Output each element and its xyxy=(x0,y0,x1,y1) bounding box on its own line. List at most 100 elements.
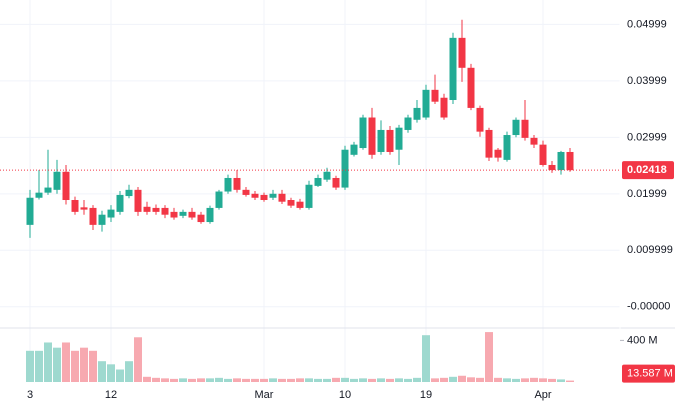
volume-bar xyxy=(422,335,430,382)
candle-body xyxy=(233,177,241,190)
volume-bar xyxy=(260,378,268,382)
candle-body xyxy=(494,149,502,158)
candle-body xyxy=(197,214,205,223)
volume-bar xyxy=(251,378,259,382)
y-tick-label: 0.03999 xyxy=(627,75,667,87)
candle-body xyxy=(242,189,250,195)
volume-bar xyxy=(143,376,151,382)
last-volume-tag xyxy=(622,364,675,383)
volume-bar xyxy=(494,377,502,382)
volume-bar xyxy=(350,378,358,382)
candle-body xyxy=(521,119,529,138)
volume-bar xyxy=(80,347,88,382)
volume-bar xyxy=(71,350,79,382)
candle-body xyxy=(143,206,151,212)
candle-body xyxy=(71,200,79,212)
volume-bar xyxy=(566,380,574,382)
volume-bar xyxy=(377,378,385,382)
volume-bar xyxy=(395,378,403,382)
volume-bar xyxy=(53,347,61,382)
volume-bar xyxy=(449,376,457,382)
volume-bar xyxy=(557,379,565,382)
y-tick-label: 0.009999 xyxy=(627,244,673,256)
candle-body xyxy=(44,187,52,193)
volume-bar xyxy=(170,378,178,382)
candle-body xyxy=(440,97,448,118)
candle-body xyxy=(323,171,331,180)
volume-bar xyxy=(359,378,367,382)
volume-bar xyxy=(107,364,115,382)
volume-bar xyxy=(530,377,538,382)
candle-body xyxy=(305,184,313,208)
volume-bar xyxy=(278,378,286,382)
candle-body xyxy=(386,129,394,152)
candle-body xyxy=(26,197,34,225)
candle-body xyxy=(80,207,88,210)
volume-bar xyxy=(386,378,394,382)
volume-bar xyxy=(512,378,520,382)
candle-body xyxy=(53,171,61,190)
y-tick-label: -0.00000 xyxy=(627,301,670,313)
volume-bar xyxy=(467,377,475,382)
volume-bar xyxy=(323,378,331,382)
volume-bar xyxy=(476,377,484,382)
volume-bar xyxy=(215,377,223,382)
volume-bar xyxy=(485,332,493,382)
candle-body xyxy=(188,211,196,218)
candle-body xyxy=(422,89,430,118)
x-tick-label: 19 xyxy=(420,389,432,401)
last-volume-label: 13.587 M xyxy=(627,367,673,379)
volume-bar xyxy=(188,378,196,382)
volume-bar xyxy=(62,342,70,382)
candle-body xyxy=(170,211,178,218)
x-tick-label: 10 xyxy=(339,389,351,401)
volume-bar xyxy=(206,378,214,382)
candle-body xyxy=(449,37,457,101)
candle-body xyxy=(548,164,556,171)
volume-bar xyxy=(44,342,52,382)
candle-body xyxy=(161,207,169,215)
volume-tick-label: 400 M xyxy=(627,334,658,346)
candle-body xyxy=(134,189,142,212)
candle-body xyxy=(431,89,439,102)
volume-bar xyxy=(548,378,556,382)
volume-bar xyxy=(431,378,439,382)
volume-bar xyxy=(242,378,250,382)
candle-body xyxy=(152,207,160,212)
candle-body xyxy=(251,193,259,198)
candle-body xyxy=(413,107,421,120)
y-tick-label: 0.02999 xyxy=(627,131,667,143)
candle-body xyxy=(530,137,538,145)
volume-bar xyxy=(125,361,133,382)
candle-body xyxy=(206,207,214,223)
candle-body xyxy=(458,37,466,68)
candle-body xyxy=(62,171,70,201)
volume-bar xyxy=(269,378,277,382)
candle-body xyxy=(269,193,277,198)
volume-bar xyxy=(305,378,313,382)
volume-bar xyxy=(287,378,295,382)
volume-bar xyxy=(503,378,511,382)
candle-body xyxy=(260,194,268,201)
x-tick-label: 12 xyxy=(105,389,117,401)
volume-bar xyxy=(116,369,124,382)
candle-body xyxy=(467,67,475,108)
candle-body xyxy=(314,177,322,186)
volume-bar xyxy=(296,378,304,382)
volume-bar xyxy=(224,378,232,382)
candle-body xyxy=(215,191,223,208)
candle-body xyxy=(476,107,484,132)
volume-bar xyxy=(26,350,34,382)
candle-body xyxy=(404,117,412,130)
candle-body xyxy=(179,211,187,216)
y-tick-label: 0.01999 xyxy=(627,188,667,200)
y-tick-label: 0.04999 xyxy=(627,18,667,30)
candle-body xyxy=(503,135,511,160)
volume-bar xyxy=(404,378,412,382)
candle-body xyxy=(377,129,385,152)
volume-bar xyxy=(233,378,241,382)
candle-body xyxy=(296,201,304,208)
x-tick-label: Apr xyxy=(534,389,551,401)
candle-body xyxy=(278,193,286,202)
